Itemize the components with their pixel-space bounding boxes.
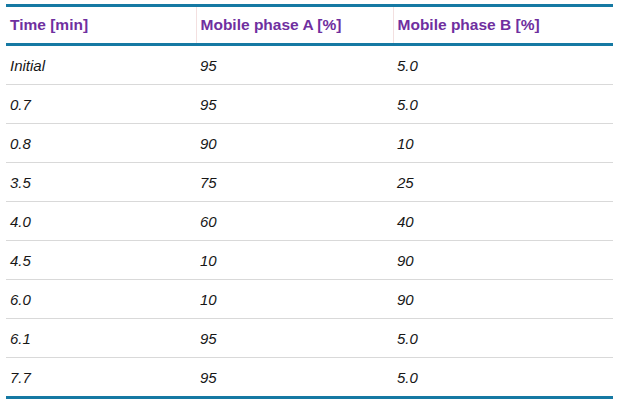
table-cell-phase-b: 5.0 xyxy=(393,319,613,358)
table-cell-time: Initial xyxy=(6,45,196,85)
table-cell-phase-b: 90 xyxy=(393,280,613,319)
table-cell-phase-a: 10 xyxy=(196,280,393,319)
table-row: 6.1 95 5.0 xyxy=(6,319,613,358)
table-cell-time: 6.0 xyxy=(6,280,196,319)
table-cell-phase-b: 25 xyxy=(393,163,613,202)
table-row: 6.0 10 90 xyxy=(6,280,613,319)
table-row: 0.7 95 5.0 xyxy=(6,85,613,124)
table-cell-phase-a: 95 xyxy=(196,85,393,124)
table-row: 0.8 90 10 xyxy=(6,124,613,163)
table-cell-phase-a: 95 xyxy=(196,358,393,398)
table-cell-phase-b: 5.0 xyxy=(393,358,613,398)
table-cell-time: 0.7 xyxy=(6,85,196,124)
header-row: Time [min] Mobile phase A [%] Mobile pha… xyxy=(6,6,613,45)
table-cell-phase-b: 5.0 xyxy=(393,45,613,85)
table-cell-phase-a: 60 xyxy=(196,202,393,241)
table-cell-time: 7.7 xyxy=(6,358,196,398)
table-row: 4.0 60 40 xyxy=(6,202,613,241)
table-cell-time: 3.5 xyxy=(6,163,196,202)
table-row: 7.7 95 5.0 xyxy=(6,358,613,398)
table-cell-time: 0.8 xyxy=(6,124,196,163)
table-row: 4.5 10 90 xyxy=(6,241,613,280)
mobile-phase-gradient-table: Time [min] Mobile phase A [%] Mobile pha… xyxy=(6,4,613,399)
table-row: Initial 95 5.0 xyxy=(6,45,613,85)
column-header-time: Time [min] xyxy=(6,6,196,45)
table-cell-phase-b: 10 xyxy=(393,124,613,163)
table-cell-phase-b: 40 xyxy=(393,202,613,241)
column-header-mobile-phase-b: Mobile phase B [%] xyxy=(393,6,613,45)
table-cell-phase-a: 95 xyxy=(196,45,393,85)
table-cell-phase-b: 90 xyxy=(393,241,613,280)
table-cell-phase-a: 90 xyxy=(196,124,393,163)
table-cell-time: 6.1 xyxy=(6,319,196,358)
table-cell-phase-b: 5.0 xyxy=(393,85,613,124)
table-cell-time: 4.0 xyxy=(6,202,196,241)
table-cell-phase-a: 95 xyxy=(196,319,393,358)
table-cell-phase-a: 75 xyxy=(196,163,393,202)
table-cell-phase-a: 10 xyxy=(196,241,393,280)
table-row: 3.5 75 25 xyxy=(6,163,613,202)
gradient-table-container: Time [min] Mobile phase A [%] Mobile pha… xyxy=(6,4,613,399)
column-header-mobile-phase-a: Mobile phase A [%] xyxy=(196,6,393,45)
table-cell-time: 4.5 xyxy=(6,241,196,280)
